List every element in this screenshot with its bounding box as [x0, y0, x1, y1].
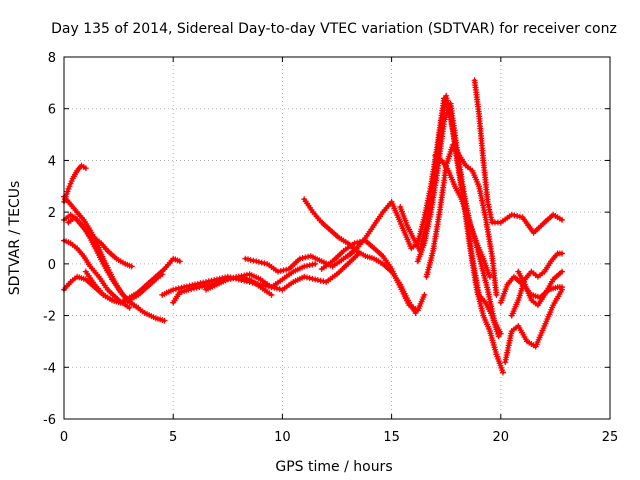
x-tick-label: 15 [383, 430, 400, 445]
series-arc-23 [508, 250, 565, 319]
x-tick-label: 20 [493, 430, 510, 445]
series-markers [508, 250, 565, 319]
series-arc-11 [242, 247, 358, 275]
y-tick-label: 8 [48, 51, 56, 66]
series-arc-17 [423, 141, 500, 298]
series-markers [203, 250, 362, 293]
series-markers [242, 247, 358, 275]
y-axis-label: SDTVAR / TECUs [7, 181, 23, 296]
series-markers [318, 237, 428, 314]
series-arc-6 [65, 214, 135, 270]
x-tick-label: 0 [60, 430, 68, 445]
plot-frame [63, 56, 611, 420]
y-tick-label: 4 [48, 154, 56, 169]
series-arc-18 [432, 152, 504, 337]
series-markers [65, 214, 135, 270]
tick-layer: 0 5 10 15 20 25 -6 -4 -2 0 2 4 6 8 [43, 51, 618, 445]
chart-title: Day 135 of 2014, Sidereal Day-to-day VTE… [51, 21, 617, 37]
x-tick-label: 25 [602, 430, 619, 445]
y-tick-label: -2 [43, 310, 56, 325]
x-tick-label: 10 [274, 430, 291, 445]
y-tick-label: -4 [43, 361, 56, 376]
y-tick-label: 0 [48, 258, 56, 273]
series-layer [61, 77, 565, 376]
series-markers [82, 268, 166, 306]
y-tick-label: 2 [48, 206, 56, 221]
series-markers [61, 211, 168, 324]
series-markers [471, 77, 565, 236]
series-markers [432, 152, 504, 337]
series-arc-10 [203, 250, 362, 293]
series-arc-21 [502, 286, 565, 366]
series-line [62, 213, 167, 323]
y-tick-label: -6 [43, 413, 56, 428]
x-tick-label: 5 [169, 430, 177, 445]
series-markers [423, 141, 500, 298]
x-axis-label: GPS time / hours [275, 459, 392, 475]
y-tick-label: 6 [48, 103, 56, 118]
series-markers [515, 268, 565, 309]
series-arc-13 [318, 237, 428, 314]
series-arc-19 [471, 77, 565, 236]
series-arc-7 [82, 268, 166, 306]
series-arc-3 [61, 211, 168, 324]
series-markers [502, 286, 565, 366]
